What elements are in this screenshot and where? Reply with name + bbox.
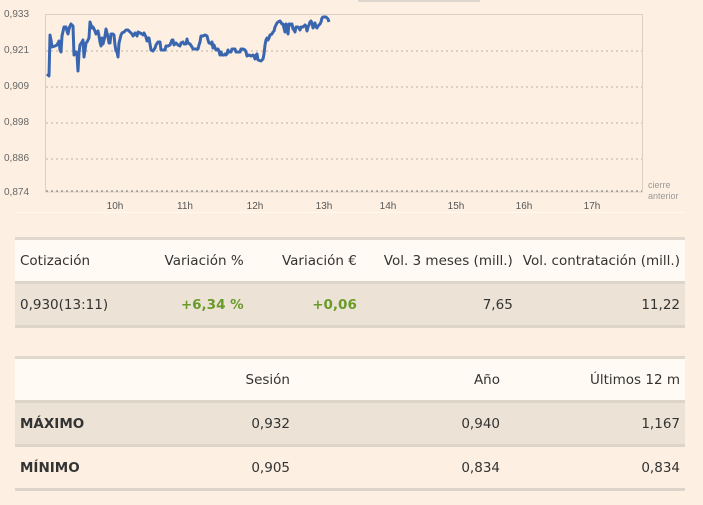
x-tick-label: 11h [177,201,193,212]
x-tick-label: 12h [246,201,264,212]
change-eur-value: +0,06 [312,296,357,313]
y-tick-label: 0,909 [4,81,30,92]
x-tick-label: 15h [447,201,465,212]
range-table: Sesión Año Últimos 12 m MÁXIMO 0,932 0,9… [15,356,685,491]
vol-today-value: 11,22 [641,296,680,313]
x-tick-label: 13h [315,201,333,212]
last12-value: 1,167 [641,415,680,432]
last12-value: 0,834 [641,459,680,476]
chart-divider [15,212,685,213]
y-tick-label: 0,898 [4,117,30,128]
table-row-minimo: MÍNIMO 0,905 0,834 0,834 [15,445,685,490]
row-label: MÁXIMO [20,415,85,432]
year-value: 0,834 [461,459,500,476]
y-tick-label: 0,874 [4,187,30,198]
session-value: 0,905 [251,459,290,476]
quote-table-header: Cotización Variación % Variación € Vol. … [15,238,685,283]
table-row-maximo: MÁXIMO 0,932 0,940 1,167 [15,401,685,446]
vol-3m-value: 7,65 [482,296,513,313]
x-tick-label: 10h [106,201,124,212]
range-table-header: Sesión Año Últimos 12 m [15,357,685,402]
row-label: MÍNIMO [20,459,80,476]
y-tick-label: 0,921 [4,45,30,56]
x-tick-label: 16h [515,201,533,212]
header-vol-contratacion: Vol. contratación (mill.) [522,252,680,269]
y-tick-label: 0,886 [4,153,30,164]
header-sesion: Sesión [245,371,290,388]
session-value: 0,932 [251,415,290,432]
header-ultimos-12m: Últimos 12 m [589,371,680,388]
y-tick-label: 0,933 [4,9,30,20]
chart-svg [45,15,643,193]
header-cotizacion: Cotización [20,252,91,269]
header-variacion-eur: Variación € [281,252,357,269]
year-value: 0,940 [461,415,500,432]
x-tick-label: 17h [583,201,601,212]
header-ano: Año [473,371,500,388]
price-line [45,15,331,78]
plot-area [45,14,643,192]
x-tick-label: 14h [379,201,397,212]
header-vol-3m: Vol. 3 meses (mill.) [383,252,513,269]
change-pct-value: +6,34 % [180,296,244,313]
price-value: 0,930(13:11) [20,296,109,313]
header-empty [15,358,175,402]
header-variacion-pct: Variación % [164,252,244,269]
intraday-chart: 0,933 0,921 0,909 0,898 0,886 0,874 10h … [0,0,703,215]
chart-range-selector[interactable] [358,0,480,2]
previous-close-label: cierre anterior [648,180,679,201]
quote-row: 0,930(13:11) +6,34 % +0,06 7,65 11,22 [15,282,685,327]
quote-table: Cotización Variación % Variación € Vol. … [15,237,685,328]
